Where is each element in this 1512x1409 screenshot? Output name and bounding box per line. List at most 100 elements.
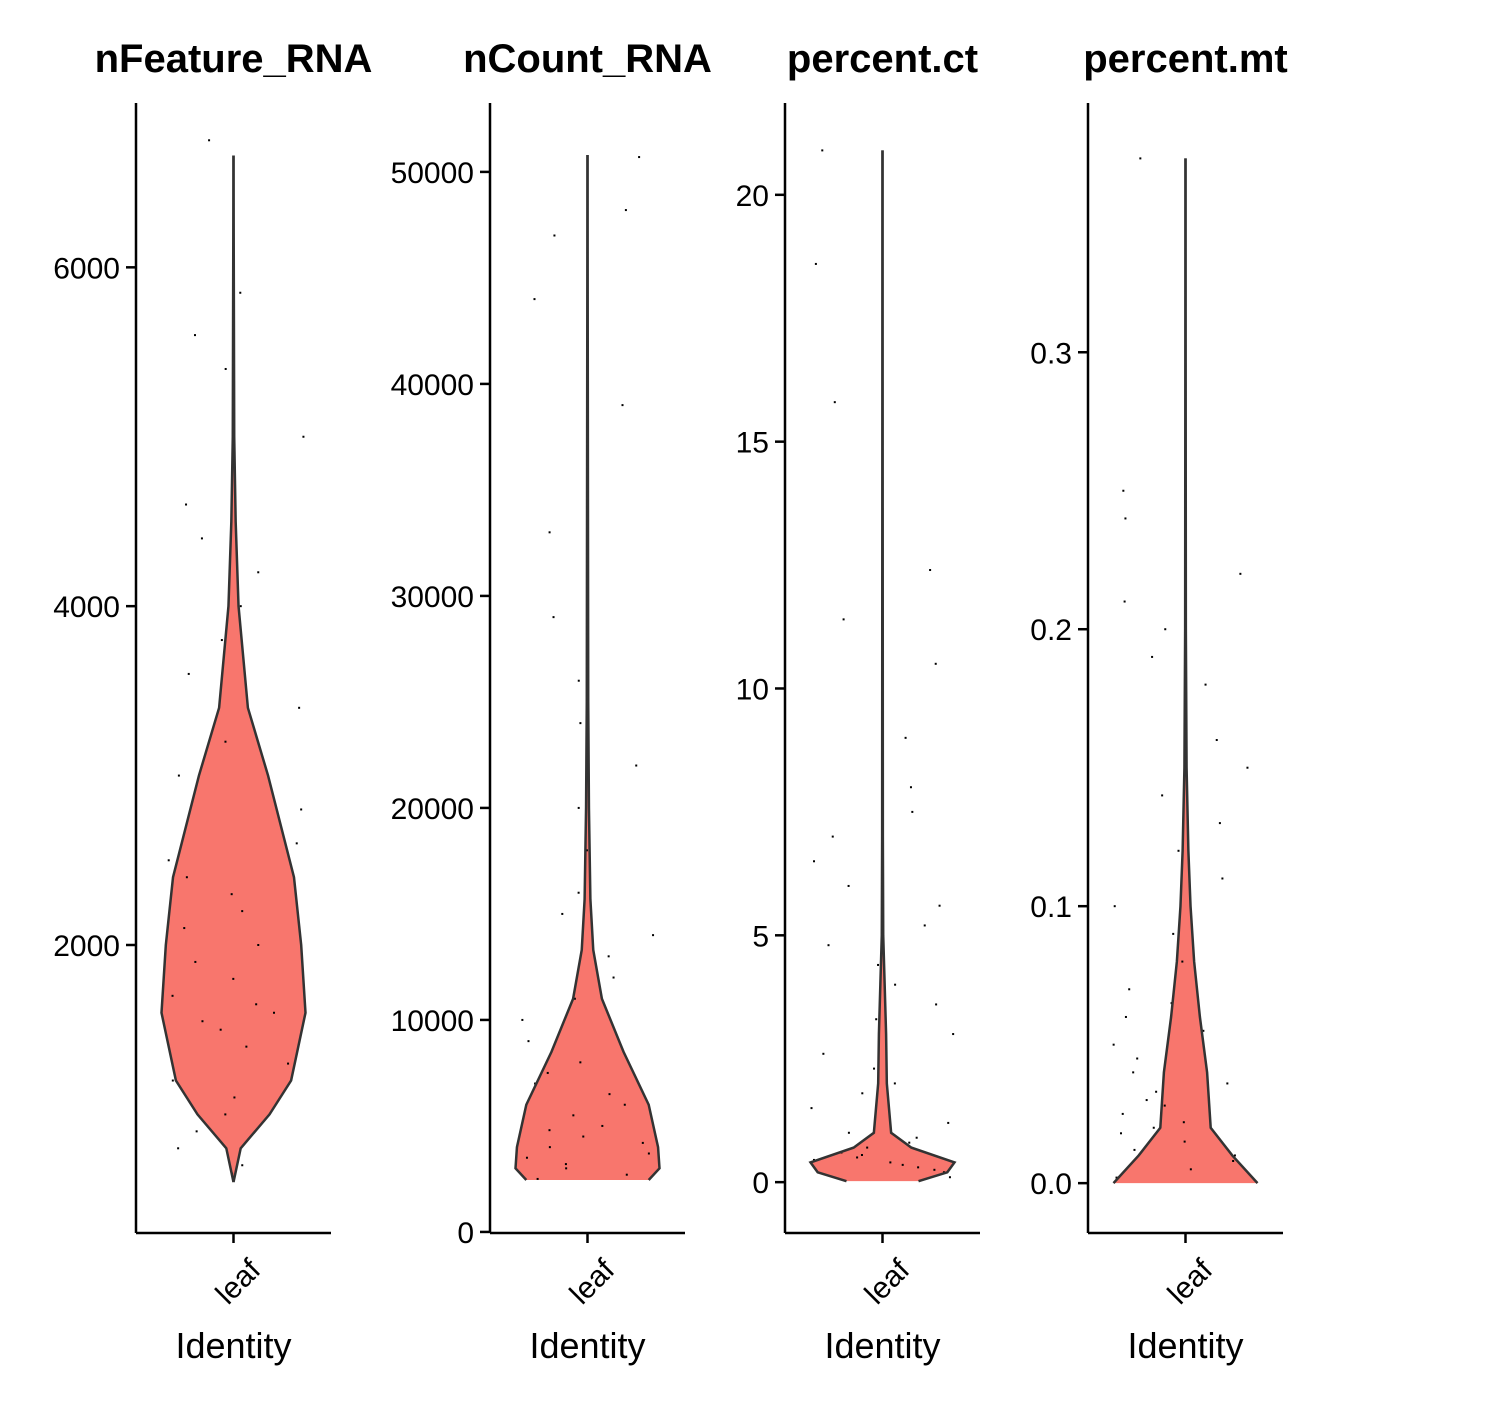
point (948, 1176, 951, 1179)
x-axis-label: Identity (1127, 1325, 1243, 1366)
point (911, 810, 914, 813)
point (608, 1093, 611, 1096)
point (577, 891, 580, 894)
point (1246, 766, 1249, 769)
point (527, 1040, 530, 1043)
point (1177, 849, 1180, 852)
point (893, 1082, 896, 1085)
point (1132, 1071, 1135, 1074)
point (904, 736, 907, 739)
point (935, 1003, 938, 1006)
point (525, 1156, 528, 1159)
point (873, 1067, 876, 1070)
point (533, 298, 536, 301)
point (585, 849, 588, 852)
point (257, 943, 260, 946)
point (193, 334, 196, 337)
point (546, 1071, 549, 1074)
point (565, 1167, 568, 1170)
x-tick-label: leaf (564, 1253, 622, 1311)
y-tick-label: 15 (736, 427, 769, 460)
point (552, 616, 555, 619)
point (1202, 1029, 1205, 1032)
point (1181, 960, 1184, 963)
point (208, 139, 211, 142)
point (625, 1173, 628, 1176)
point (185, 503, 188, 506)
point (638, 156, 641, 159)
point (167, 859, 170, 862)
point (224, 1113, 227, 1116)
panel-title: nFeature_RNA (95, 37, 373, 81)
y-tick-label: 20 (736, 180, 769, 213)
point (652, 934, 655, 937)
point (1183, 1140, 1186, 1143)
point (582, 1135, 585, 1138)
point (1218, 822, 1221, 825)
point (1119, 1132, 1122, 1135)
y-tick-label: 4000 (53, 591, 120, 624)
point (1151, 655, 1154, 658)
point (257, 571, 260, 574)
y-tick-label: 20000 (391, 793, 474, 826)
point (302, 435, 305, 438)
point (1115, 1176, 1118, 1179)
x-tick-label: leaf (859, 1253, 917, 1311)
point (177, 774, 180, 777)
point (171, 1079, 174, 1082)
point (295, 842, 298, 845)
point (635, 764, 638, 767)
point (195, 1130, 198, 1133)
point (810, 1107, 813, 1110)
point (548, 1146, 551, 1149)
point (219, 1028, 222, 1031)
point (548, 531, 551, 534)
point (233, 1096, 236, 1099)
point (1112, 1043, 1115, 1046)
point (1113, 905, 1116, 908)
panel-title: percent.mt (1083, 37, 1288, 81)
point (860, 1154, 863, 1157)
point (177, 1147, 180, 1150)
point (187, 672, 190, 675)
point (287, 1062, 290, 1065)
point (947, 1121, 950, 1124)
point (194, 960, 197, 963)
point (1163, 1104, 1166, 1107)
point (894, 983, 897, 986)
point (908, 1141, 911, 1144)
point (1145, 1099, 1148, 1102)
point (952, 1033, 955, 1036)
x-axis-label: Identity (175, 1325, 291, 1366)
point (612, 976, 615, 979)
point (847, 884, 850, 887)
point (1124, 1015, 1127, 1018)
point (200, 537, 203, 540)
y-tick-label: 50000 (391, 157, 474, 190)
y-tick-label: 0 (752, 1167, 769, 1200)
point (579, 1061, 582, 1064)
point (230, 893, 233, 896)
y-tick-label: 2000 (53, 930, 120, 963)
point (889, 1161, 892, 1164)
point (938, 904, 941, 907)
point (909, 786, 912, 789)
y-tick-label: 0.2 (1030, 614, 1072, 647)
y-tick-label: 5 (752, 920, 769, 953)
violin-outline (1112, 158, 1187, 1184)
point (1226, 1082, 1229, 1085)
point (1189, 1168, 1192, 1171)
point (224, 740, 227, 743)
point (923, 924, 926, 927)
point (607, 955, 610, 958)
point (877, 963, 880, 966)
point (245, 1045, 248, 1048)
point (621, 404, 624, 407)
point (934, 662, 937, 665)
point (813, 860, 816, 863)
y-tick-label: 0.0 (1030, 1168, 1072, 1201)
violin-outline (808, 150, 884, 1183)
point (579, 722, 582, 725)
